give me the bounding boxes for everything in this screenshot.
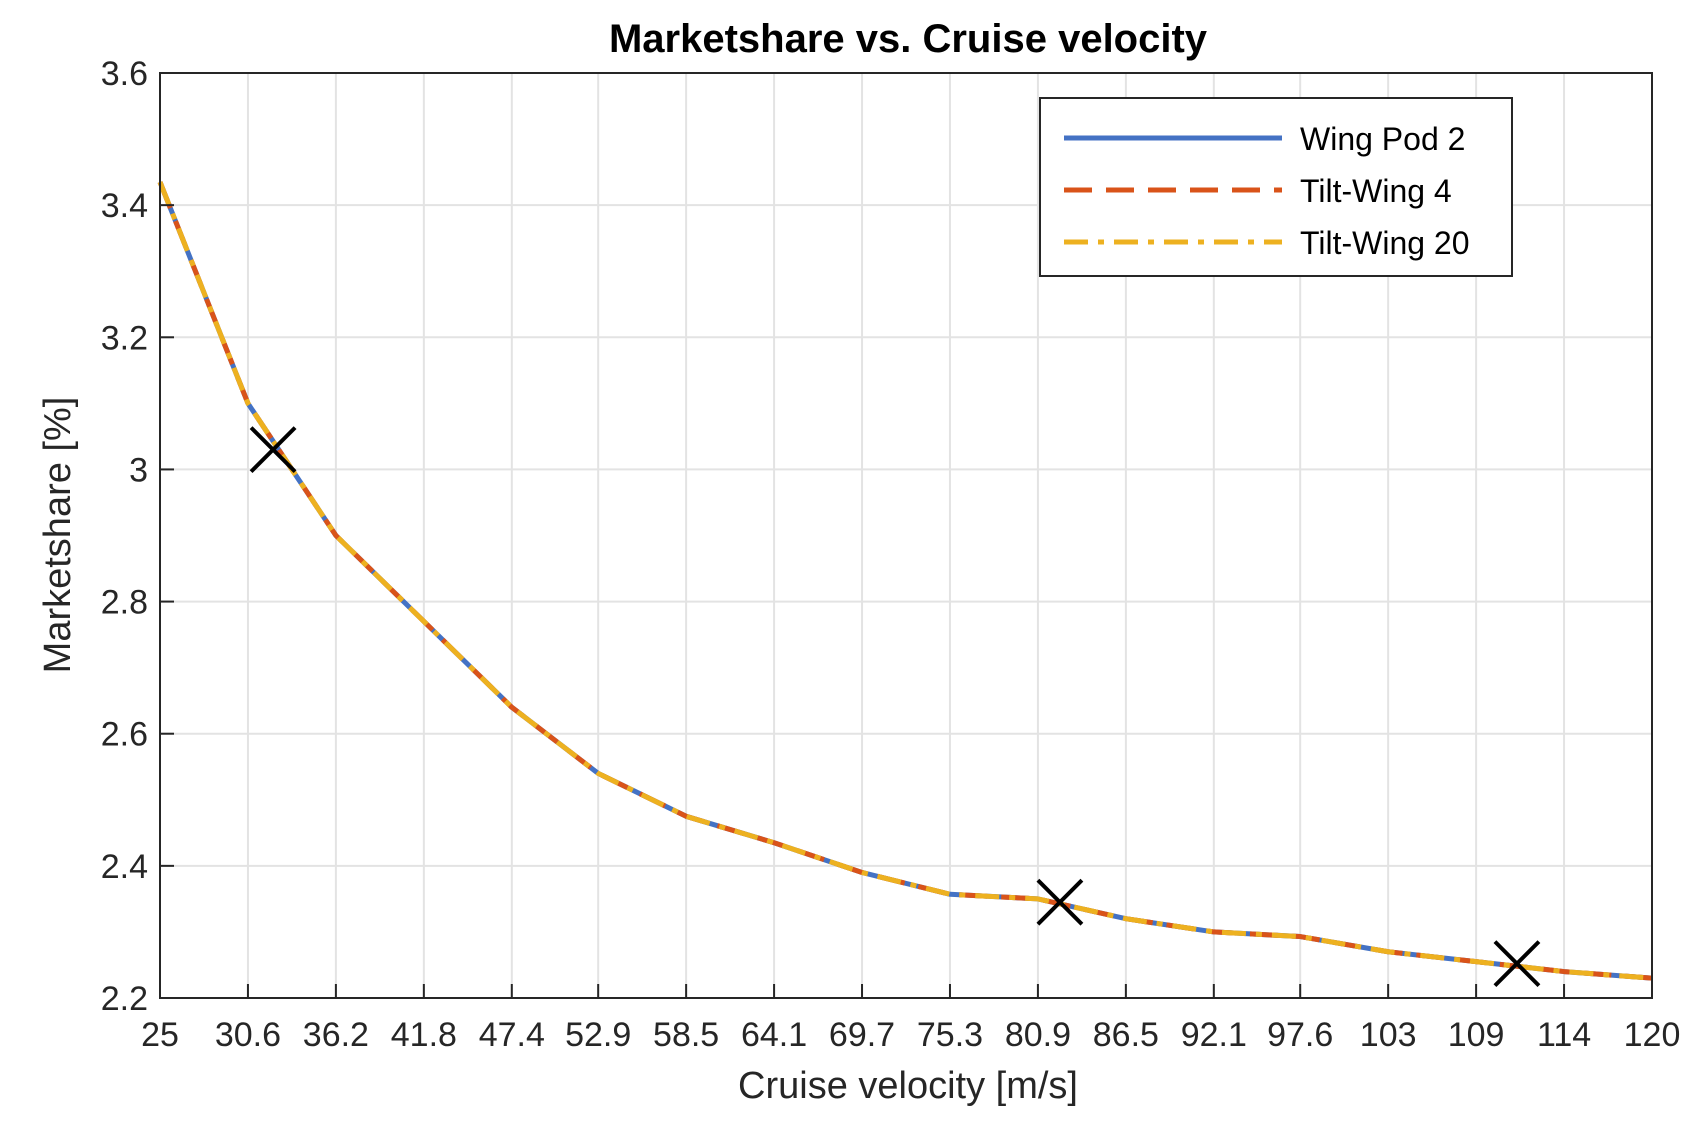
y-axis-label: Marketshare [%]	[37, 397, 79, 674]
y-tick-label: 3.6	[101, 55, 148, 93]
x-tick-label: 120	[1624, 1016, 1681, 1054]
x-marker	[249, 426, 297, 474]
y-tick-label: 3	[129, 451, 148, 489]
legend: Wing Pod 2 Tilt-Wing 4 Tilt-Wing 20	[1039, 97, 1513, 277]
y-tick-label: 2.8	[101, 584, 148, 622]
axis-ticks: 25 30.6 36.2 41.8 47.4 52.9 58.5 64.1 69.7 75.3 80…	[101, 55, 1681, 1054]
x-tick-label: 52.9	[565, 1016, 631, 1054]
x-axis-label: Cruise velocity [m/s]	[738, 1065, 1078, 1107]
x-tick-label: 25	[141, 1016, 179, 1054]
series-lines	[157, 181, 1653, 981]
legend-label: Wing Pod 2	[1300, 121, 1465, 157]
x-tick-label: 47.4	[479, 1016, 545, 1054]
x-tick-label: 41.8	[391, 1016, 457, 1054]
x-marker	[1493, 940, 1541, 988]
x-tick-label: 80.9	[1005, 1016, 1071, 1054]
chart-title: Marketshare vs. Cruise velocity	[609, 17, 1208, 61]
plot-area-border	[159, 72, 1653, 999]
y-tick-label: 3.4	[101, 187, 148, 225]
x-marker	[1036, 878, 1084, 926]
markers	[249, 426, 1541, 988]
y-tick-label: 2.4	[101, 848, 148, 886]
legend-label: Tilt-Wing 4	[1300, 173, 1452, 209]
x-tick-label: 103	[1360, 1016, 1417, 1054]
x-tick-label: 109	[1448, 1016, 1505, 1054]
y-tick-label: 3.2	[101, 319, 148, 357]
y-tick-label: 2.6	[101, 716, 148, 754]
x-tick-label: 97.6	[1267, 1016, 1333, 1054]
x-tick-label: 75.3	[917, 1016, 983, 1054]
x-tick-label: 64.1	[741, 1016, 807, 1054]
series-line-wing-pod-2	[157, 181, 1653, 981]
x-tick-label: 114	[1537, 1016, 1591, 1054]
legend-label: Tilt-Wing 20	[1300, 225, 1470, 261]
x-tick-label: 69.7	[829, 1016, 895, 1054]
x-tick-label: 30.6	[215, 1016, 281, 1054]
x-tick-label: 58.5	[653, 1016, 719, 1054]
x-tick-label: 92.1	[1181, 1016, 1247, 1054]
x-tick-label: 36.2	[303, 1016, 369, 1054]
legend-box	[1039, 97, 1513, 277]
series-line-tilt-wing-20	[157, 181, 1653, 981]
x-tick-label: 86.5	[1093, 1016, 1159, 1054]
y-tick-label: 2.2	[101, 980, 148, 1018]
